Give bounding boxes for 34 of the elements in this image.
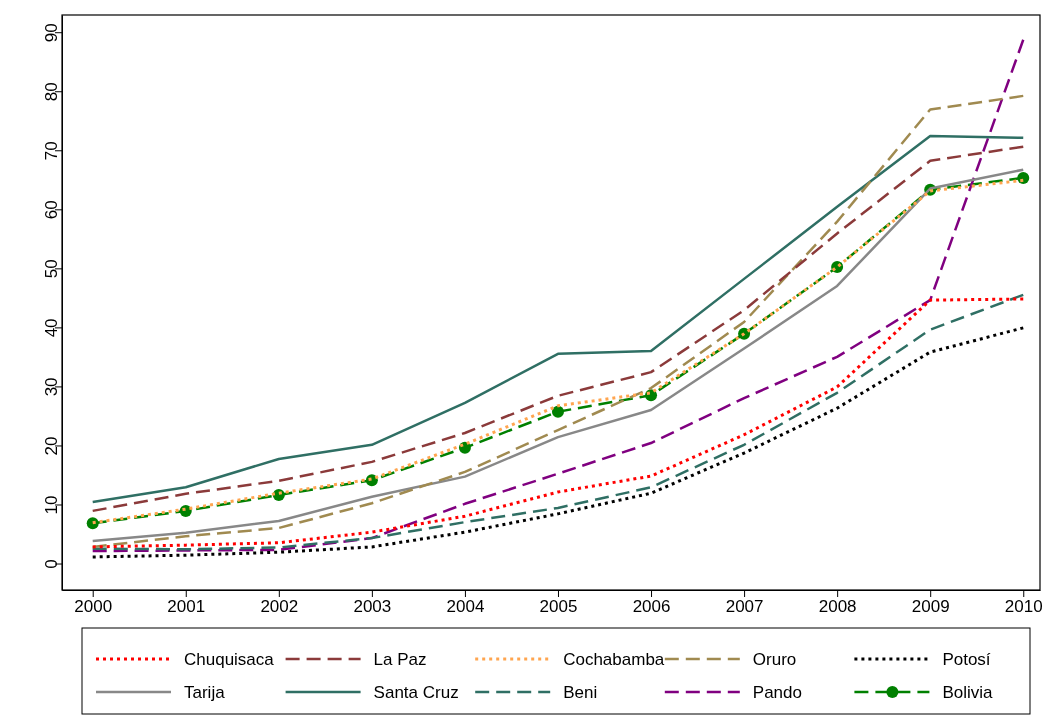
point bbox=[1017, 171, 1030, 184]
x-tick-label: 2003 bbox=[353, 597, 392, 617]
y-tick-label: 30 bbox=[41, 377, 61, 397]
x-tick-label: 2007 bbox=[725, 597, 764, 617]
y-tick-label: 50 bbox=[41, 259, 61, 279]
legend-label: Oruro bbox=[752, 649, 797, 669]
y-tick-label: 90 bbox=[41, 23, 61, 43]
legend-label: Tarija bbox=[184, 682, 226, 702]
x-tick-label: 2008 bbox=[818, 597, 857, 617]
legend-label: Beni bbox=[563, 682, 598, 702]
y-tick-label: 20 bbox=[41, 436, 61, 456]
y-tick-label: 80 bbox=[41, 82, 61, 102]
point bbox=[86, 517, 99, 530]
legend-label: Pando bbox=[752, 682, 802, 702]
y-tick-label: 0 bbox=[41, 559, 61, 569]
y-tick-label: 10 bbox=[41, 495, 61, 515]
x-tick-label: 2005 bbox=[539, 597, 578, 617]
x-tick-label: 2000 bbox=[74, 597, 113, 617]
y-tick-label: 40 bbox=[41, 318, 61, 338]
y-tick-label: 60 bbox=[41, 200, 61, 220]
legend-label: Bolivia bbox=[942, 682, 994, 702]
legend-label: Santa Cruz bbox=[373, 682, 459, 702]
x-tick-label: 2006 bbox=[632, 597, 671, 617]
x-tick-label: 2001 bbox=[167, 597, 206, 617]
legend-label: Cochabamba bbox=[563, 649, 665, 669]
y-tick-label: 70 bbox=[41, 141, 61, 161]
x-tick-label: 2010 bbox=[1004, 597, 1043, 617]
legend-label: Chuquisaca bbox=[184, 649, 275, 669]
legend-label: La Paz bbox=[373, 649, 427, 669]
x-tick-label: 2009 bbox=[911, 597, 950, 617]
point bbox=[551, 405, 564, 418]
x-tick-label: 2004 bbox=[446, 597, 485, 617]
legend-label: Potosí bbox=[942, 649, 991, 669]
x-tick-label: 2002 bbox=[260, 597, 299, 617]
